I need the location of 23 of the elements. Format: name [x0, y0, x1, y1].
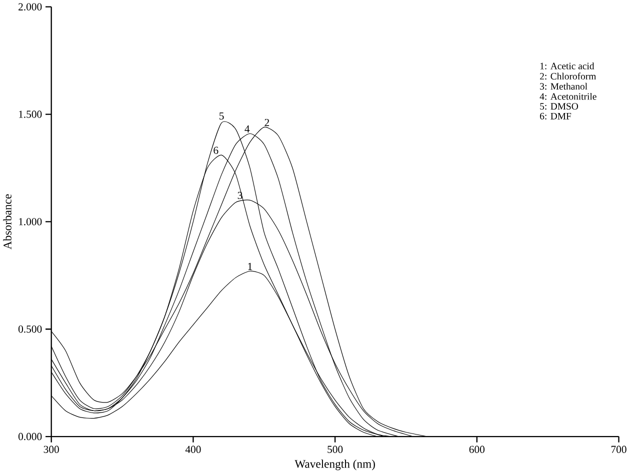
x-tick-label: 400 [185, 446, 201, 453]
text: 3: Methanol [540, 82, 588, 90]
x-tick-label: 600 [469, 446, 485, 453]
annotation: 2 [264, 118, 270, 126]
text: 4: Acetonitrile [540, 92, 596, 100]
text: 5: DMSO [540, 102, 578, 110]
x-tick-label: 300 [44, 446, 59, 453]
y-tick-label: 0.500 [18, 325, 42, 333]
text: 6: DMF [540, 112, 572, 120]
text: 2: Chloroform [540, 72, 596, 80]
x-tick-label: 700 [611, 446, 626, 453]
y-axis-title: Absorbance [3, 194, 12, 250]
annotation: 4 [244, 125, 250, 132]
annotation: 6 [214, 146, 218, 154]
y-tick-label: 1.500 [19, 110, 42, 118]
x-tick-label: 500 [328, 446, 343, 453]
y-tick-label: 2.000 [18, 2, 42, 10]
y-tick-label: 1.000 [19, 218, 42, 226]
x-axis-title: Wavelength (nm) [294, 459, 375, 470]
text: 1: Acetic acid [540, 62, 594, 70]
y-tick-label: 0.000 [18, 432, 42, 440]
annotation: 5 [220, 112, 224, 120]
annotation: 1 [248, 262, 252, 270]
